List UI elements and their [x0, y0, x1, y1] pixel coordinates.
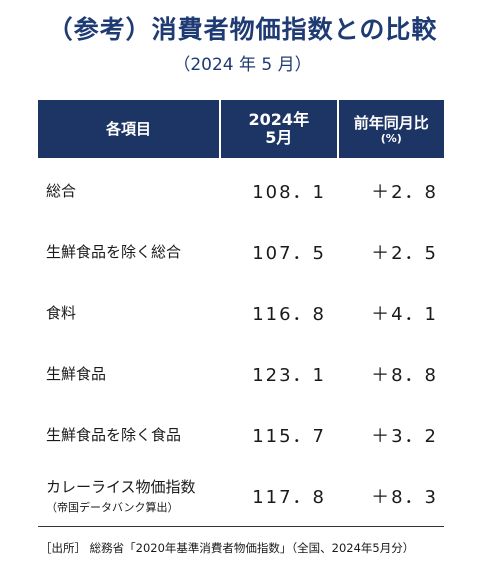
row-item-label: 生鮮食品	[46, 365, 107, 383]
header-index-line1: 2024年	[248, 110, 310, 129]
row-item: 総合	[38, 180, 220, 201]
row-index: 117．8	[252, 486, 326, 508]
comparison-table: 各項目 2024年 5月 前年同月比 (%) 総合 108．1 ＋2．8 生鮮食…	[38, 100, 444, 527]
row-item-note: （帝国データバンク算出）	[46, 501, 179, 514]
row-item: 食料	[38, 302, 220, 323]
table-row: 総合 108．1 ＋2．8	[38, 160, 444, 221]
row-yoy: ＋4．1	[371, 303, 438, 325]
row-yoy: ＋2．8	[371, 181, 438, 203]
row-yoy: ＋8．3	[371, 486, 438, 508]
row-index: 116．8	[252, 303, 326, 325]
header-yoy: 前年同月比 (%)	[338, 100, 444, 158]
row-index: 115．7	[252, 425, 326, 447]
row-index: 108．1	[252, 181, 326, 203]
row-item: 生鮮食品	[38, 363, 220, 384]
page-subtitle: （2024 年 5 月）	[173, 55, 312, 75]
table-row: 生鮮食品 123．1 ＋8．8	[38, 343, 444, 404]
row-item-label: 食料	[46, 304, 77, 322]
row-index: 107．5	[252, 242, 326, 264]
table-header: 各項目 2024年 5月 前年同月比 (%)	[38, 100, 444, 158]
table-row: 食料 116．8 ＋4．1	[38, 282, 444, 343]
row-item-label: 生鮮食品を除く総合	[46, 243, 182, 261]
row-yoy: ＋8．8	[371, 364, 438, 386]
row-item-label: 生鮮食品を除く食品	[46, 426, 182, 444]
row-item: 生鮮食品を除く食品	[38, 424, 220, 445]
row-item-label: 総合	[46, 182, 77, 200]
row-item: 生鮮食品を除く総合	[38, 241, 220, 262]
source-note: ［出所］ 総務省「2020年基準消費者物価指数」（全国、2024年5月分）	[40, 541, 415, 555]
header-index-line2: 5月	[265, 128, 293, 147]
page-title: （参考）消費者物価指数との比較	[47, 15, 438, 44]
header-item-label: 各項目	[106, 120, 152, 138]
row-yoy: ＋2．5	[371, 242, 438, 264]
header-item: 各項目	[38, 100, 220, 158]
row-item: カレーライス物価指数 （帝国データバンク算出）	[38, 476, 220, 515]
table-row: カレーライス物価指数 （帝国データバンク算出） 117．8 ＋8．3	[38, 465, 444, 526]
header-index: 2024年 5月	[221, 100, 337, 158]
header-yoy-line1: 前年同月比	[353, 113, 429, 132]
row-yoy: ＋3．2	[371, 425, 438, 447]
table-row: 生鮮食品を除く食品 115．7 ＋3．2	[38, 404, 444, 465]
row-index: 123．1	[252, 364, 326, 386]
header-yoy-line2: (%)	[380, 131, 402, 145]
table-body: 総合 108．1 ＋2．8 生鮮食品を除く総合 107．5 ＋2．5 食料 11…	[38, 160, 444, 527]
table-row: 生鮮食品を除く総合 107．5 ＋2．5	[38, 221, 444, 282]
row-item-label: カレーライス物価指数	[46, 478, 196, 496]
